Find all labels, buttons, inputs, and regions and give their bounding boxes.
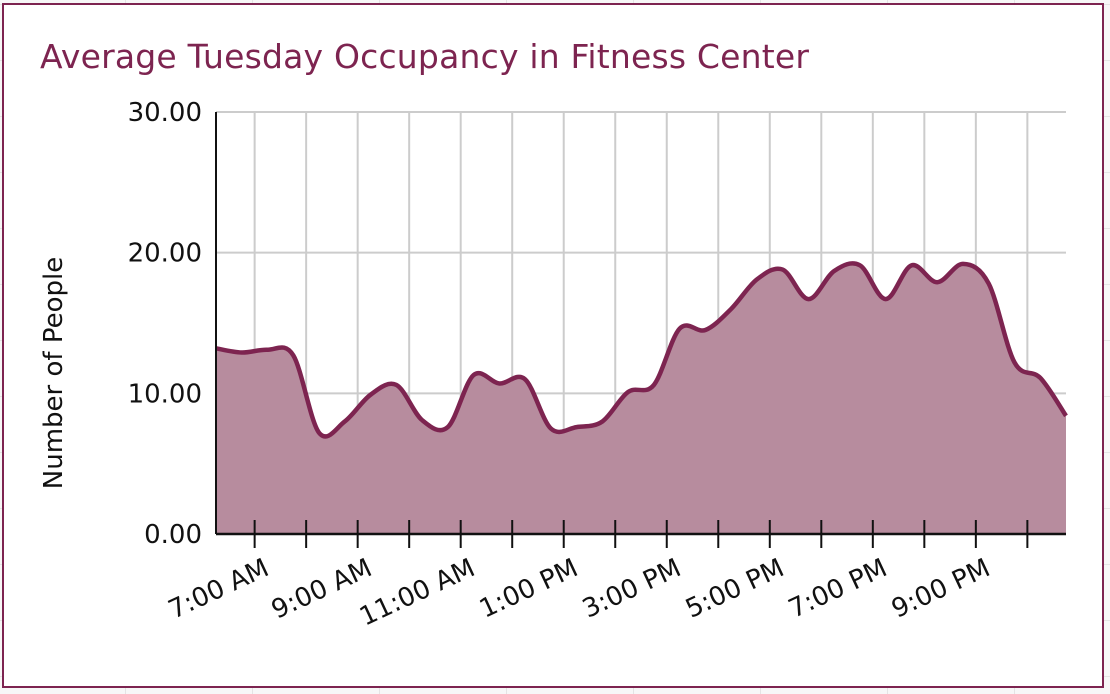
y-tick-label: 20.00: [128, 239, 202, 269]
axes: [215, 112, 1066, 548]
y-tick-label: 10.00: [128, 379, 202, 409]
y-tick-label: 0.00: [144, 520, 202, 550]
occupancy-line: [215, 261, 1068, 439]
x-tick-label: 1:00 PM: [475, 553, 583, 624]
x-tick-label: 7:00 PM: [784, 553, 892, 624]
x-tick-label: 11:00 AM: [355, 553, 480, 632]
area-series: [215, 261, 1068, 534]
y-axis-title: Number of People: [39, 257, 69, 489]
chart-title: Average Tuesday Occupancy in Fitness Cen…: [40, 37, 810, 76]
occupancy-area-fill: [216, 263, 1066, 534]
x-tick-label: 3:00 PM: [578, 553, 686, 624]
x-tick-label: 9:00 PM: [887, 553, 995, 624]
y-tick-label: 30.00: [128, 98, 202, 128]
x-tick-label: 5:00 PM: [681, 553, 789, 624]
x-tick-label: 7:00 AM: [164, 553, 274, 625]
